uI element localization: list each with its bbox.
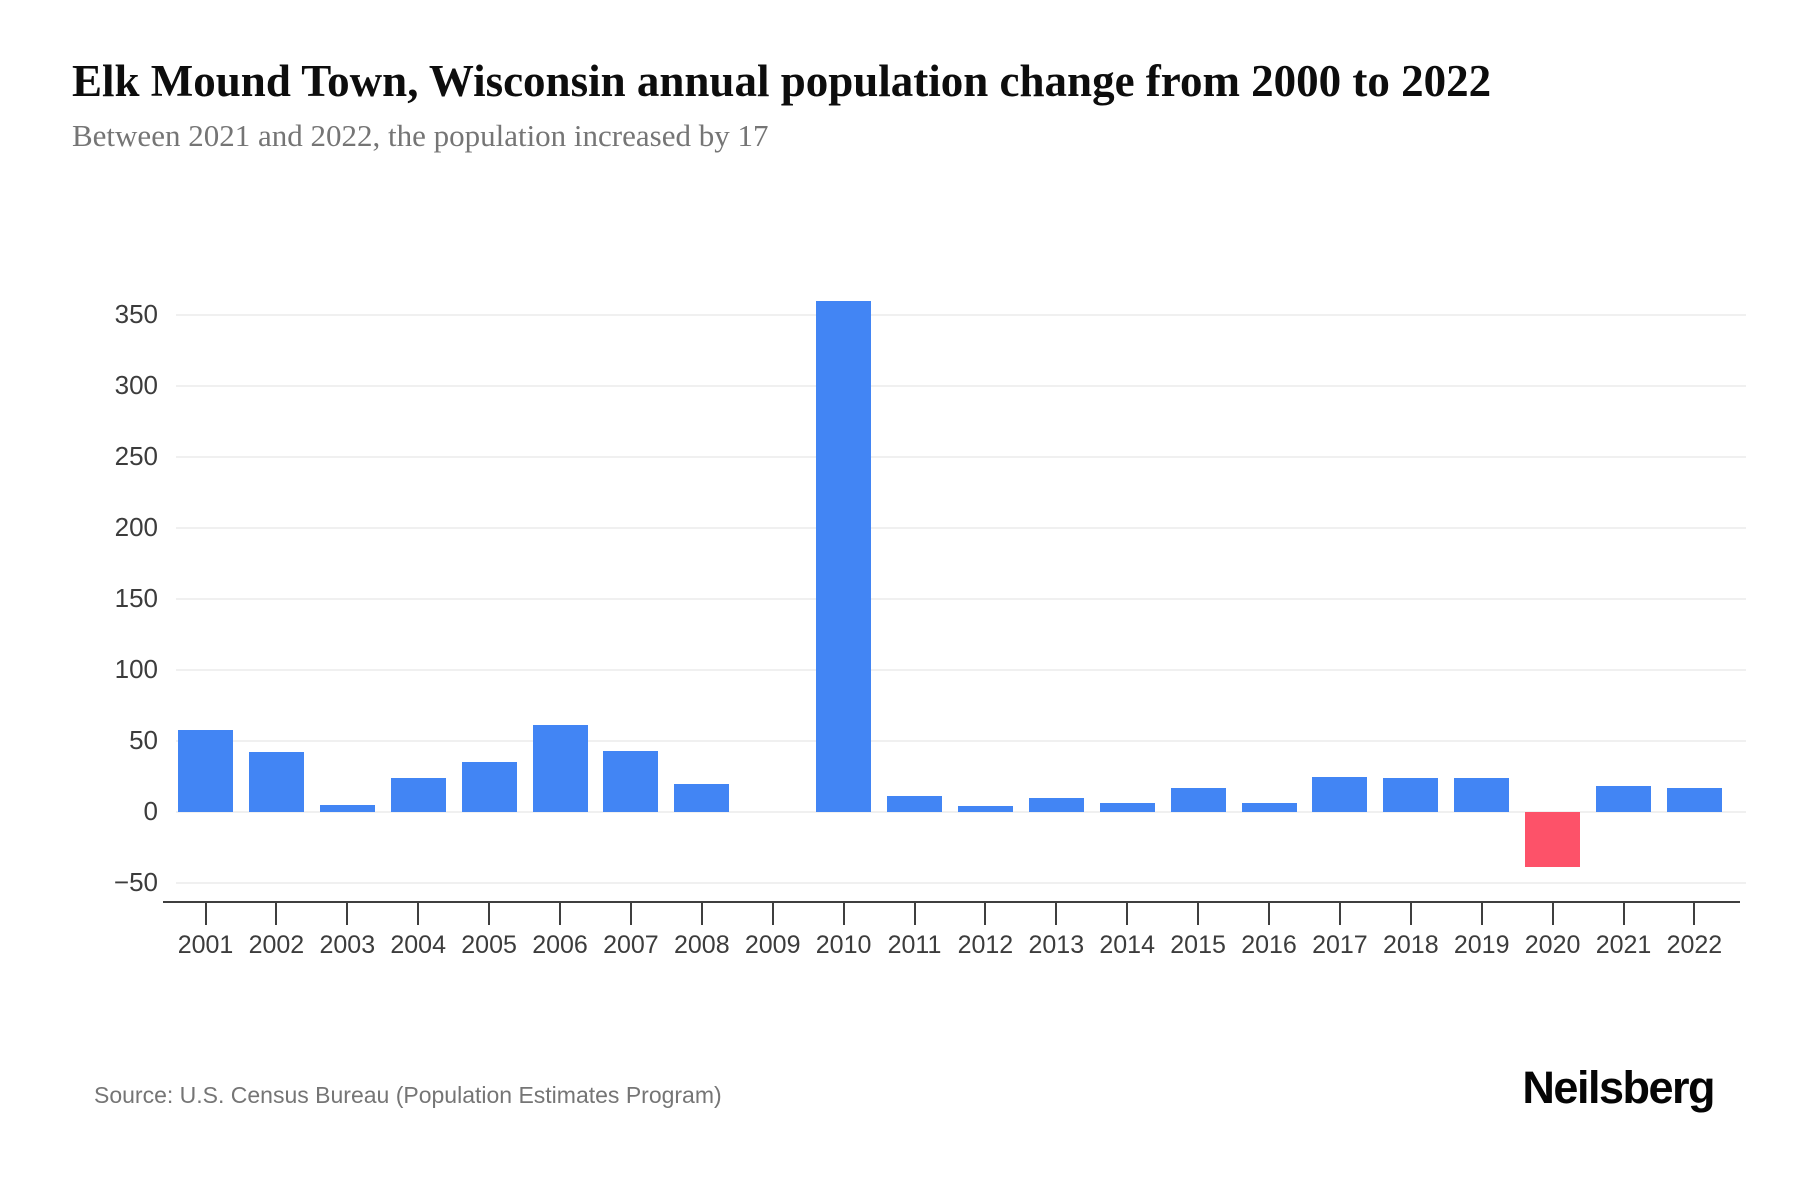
bar-2021[interactable] — [1596, 786, 1651, 812]
y-axis-tick-label: 100 — [114, 654, 158, 684]
y-gridline-50 — [176, 740, 1746, 742]
x-axis-tick-2022 — [1693, 903, 1696, 925]
x-axis-label-2012: 2012 — [957, 931, 1014, 959]
x-axis-tick-2010 — [842, 903, 845, 925]
x-axis-line — [163, 901, 1740, 903]
x-axis-tick-2018 — [1409, 903, 1412, 925]
x-axis-label-2002: 2002 — [248, 931, 305, 959]
x-axis-tick-2017 — [1338, 903, 1341, 925]
bar-2018[interactable] — [1383, 777, 1439, 812]
x-axis-tick-2021 — [1622, 903, 1625, 925]
x-axis-label-2020: 2020 — [1524, 931, 1581, 959]
y-gridline-0 — [176, 811, 1746, 813]
y-gridline--50 — [176, 882, 1746, 884]
y-gridline-350 — [176, 314, 1746, 316]
y-axis-tick-label: −50 — [113, 867, 158, 897]
y-gridline-100 — [176, 669, 1746, 671]
bar-2016[interactable] — [1241, 803, 1297, 812]
x-axis-tick-2015 — [1197, 903, 1200, 925]
bar-2003[interactable] — [319, 804, 375, 812]
x-axis-tick-2001 — [204, 903, 207, 925]
y-axis-tick-label: 350 — [114, 299, 158, 329]
x-axis-tick-2006 — [559, 903, 561, 925]
bar-2011[interactable] — [887, 796, 942, 812]
x-axis-label-2001: 2001 — [177, 931, 234, 959]
x-axis-label-2004: 2004 — [390, 931, 446, 959]
x-axis-tick-2019 — [1480, 903, 1483, 925]
x-axis-tick-2012 — [984, 903, 987, 925]
bar-2015[interactable] — [1170, 787, 1226, 812]
bar-2004[interactable] — [390, 777, 446, 812]
x-axis-label-2013: 2013 — [1028, 931, 1085, 959]
x-axis-label-2005: 2005 — [461, 931, 517, 959]
x-axis-tick-2014 — [1126, 903, 1129, 925]
y-axis-tick-label: 50 — [129, 725, 158, 755]
x-axis-tick-2011 — [913, 903, 916, 925]
bar-2014[interactable] — [1099, 803, 1155, 812]
bar-2019[interactable] — [1454, 777, 1510, 812]
x-axis-tick-2016 — [1268, 903, 1270, 925]
x-axis-label-2011: 2011 — [887, 931, 942, 959]
x-axis-label-2017: 2017 — [1312, 931, 1368, 959]
neilsberg-logo: Neilsberg — [1522, 1062, 1715, 1113]
bar-2013[interactable] — [1028, 797, 1084, 812]
x-axis-label-2018: 2018 — [1382, 931, 1439, 959]
y-gridline-200 — [176, 527, 1746, 529]
x-axis-tick-2020 — [1551, 903, 1554, 925]
x-axis-label-2003: 2003 — [319, 931, 376, 959]
x-axis-tick-2013 — [1055, 903, 1058, 925]
source-note: Source: U.S. Census Bureau (Population E… — [94, 1082, 722, 1108]
bar-2017[interactable] — [1312, 776, 1368, 812]
x-axis-tick-2009 — [771, 903, 774, 925]
bar-2007[interactable] — [603, 750, 659, 812]
x-axis-tick-2005 — [488, 903, 491, 925]
chart-subtitle: Between 2021 and 2022, the population in… — [72, 118, 769, 153]
bar-2020[interactable] — [1525, 812, 1581, 868]
bar-2022[interactable] — [1666, 787, 1722, 812]
y-axis-tick-label: 200 — [114, 512, 158, 542]
bar-2002[interactable] — [248, 752, 304, 812]
x-axis-label-2015: 2015 — [1170, 931, 1226, 959]
x-axis-tick-2007 — [629, 903, 632, 925]
x-axis-label-2007: 2007 — [603, 931, 659, 959]
y-axis-tick-label: 300 — [114, 370, 158, 400]
x-axis-label-2021: 2021 — [1595, 931, 1652, 959]
x-axis-tick-2003 — [346, 903, 349, 925]
chart-title: Elk Mound Town, Wisconsin annual populat… — [72, 56, 1492, 106]
x-axis-tick-2008 — [700, 903, 703, 925]
x-axis-label-2016: 2016 — [1241, 931, 1297, 959]
x-axis-label-2009: 2009 — [744, 931, 801, 959]
bar-2010[interactable] — [816, 300, 872, 812]
y-gridline-250 — [176, 456, 1746, 458]
bar-2012[interactable] — [957, 806, 1013, 812]
x-axis-tick-2004 — [417, 903, 420, 925]
x-axis-label-2006: 2006 — [532, 931, 588, 959]
x-axis-tick-2002 — [275, 903, 278, 925]
y-gridline-150 — [176, 598, 1746, 600]
bar-2005[interactable] — [461, 762, 517, 812]
x-axis-label-2019: 2019 — [1453, 931, 1510, 959]
bar-2001[interactable] — [178, 729, 233, 812]
y-axis-tick-label: 150 — [114, 583, 158, 613]
x-axis-label-2008: 2008 — [673, 931, 730, 959]
x-axis-label-2022: 2022 — [1666, 931, 1723, 959]
x-axis-label-2014: 2014 — [1099, 931, 1155, 959]
y-gridline-300 — [176, 385, 1746, 387]
y-axis-tick-label: 0 — [143, 796, 158, 826]
y-axis-tick-label: 250 — [114, 441, 158, 471]
bar-2006[interactable] — [532, 725, 588, 812]
x-axis-label-2010: 2010 — [815, 931, 872, 959]
bar-2008[interactable] — [674, 783, 730, 812]
bar-chart-plot-area: 350 300 250 200 150 100 50 0 −50 2001 2002 2003 2004… — [113, 299, 1746, 959]
